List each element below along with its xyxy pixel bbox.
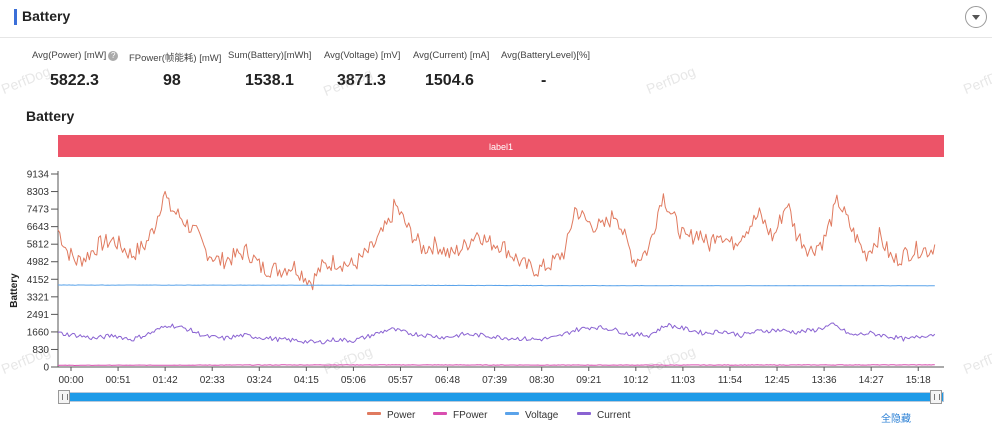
y-tick-label: 830 bbox=[32, 345, 49, 356]
y-tick-label: 1660 bbox=[27, 327, 50, 338]
x-tick-label: 14:27 bbox=[859, 375, 884, 386]
stat-avg-voltage: Avg(Voltage) [mV] 3871.3 bbox=[324, 50, 401, 89]
label-band-text: label1 bbox=[489, 142, 513, 152]
y-tick-label: 4152 bbox=[27, 275, 50, 286]
legend-item-power[interactable]: Power bbox=[367, 410, 415, 421]
series-line-current bbox=[57, 322, 936, 345]
y-tick-label: 8303 bbox=[27, 187, 50, 198]
x-tick-label: 01:42 bbox=[153, 375, 178, 386]
stat-label: Avg(Voltage) [mV] bbox=[324, 50, 401, 61]
legend-label: Power bbox=[387, 410, 416, 421]
chart-legend: Power FPower Voltage Current bbox=[0, 410, 992, 424]
stat-label: Avg(Current) [mA] bbox=[413, 50, 490, 61]
section-header: Battery bbox=[0, 0, 992, 38]
x-tick-label: 07:39 bbox=[482, 375, 507, 386]
slider-left-handle[interactable] bbox=[58, 390, 70, 404]
slider-track[interactable] bbox=[58, 392, 944, 402]
x-tick-label: 05:06 bbox=[341, 375, 366, 386]
y-tick-label: 7473 bbox=[27, 205, 50, 216]
stat-value: 1504.6 bbox=[425, 72, 474, 89]
slider-right-handle[interactable] bbox=[930, 390, 942, 404]
collapse-chevron-icon[interactable] bbox=[965, 6, 987, 28]
y-tick-label: 4982 bbox=[27, 257, 50, 268]
stat-label: Sum(Battery)[mWh] bbox=[228, 50, 312, 61]
y-tick-label: 0 bbox=[43, 363, 49, 374]
stat-value: 5822.3 bbox=[50, 72, 99, 89]
legend-label: Current bbox=[597, 410, 631, 421]
section-accent-bar bbox=[14, 9, 17, 25]
x-tick-label: 15:18 bbox=[906, 375, 931, 386]
legend-item-fpower[interactable]: FPower bbox=[433, 410, 487, 421]
legend-swatch bbox=[577, 412, 591, 415]
stat-value: 3871.3 bbox=[337, 72, 386, 89]
stat-avg-power: Avg(Power) [mW]? 5822.3 bbox=[32, 50, 119, 89]
stat-avg-battery-level: Avg(BatteryLevel)[%] - bbox=[501, 50, 591, 89]
stat-fpower: FPower(帧能耗) [mW] 98 bbox=[129, 50, 222, 89]
series-line-fpower bbox=[57, 364, 935, 366]
x-tick-label: 08:30 bbox=[529, 375, 554, 386]
section-title: Battery bbox=[22, 8, 71, 24]
legend-label: Voltage bbox=[525, 410, 559, 421]
x-tick-label: 00:00 bbox=[58, 375, 83, 386]
y-tick-label: 3321 bbox=[27, 292, 50, 303]
x-tick-label: 11:03 bbox=[671, 375, 696, 386]
x-tick-label: 10:12 bbox=[623, 375, 648, 386]
y-tick-label: 5812 bbox=[27, 240, 50, 251]
label-band bbox=[58, 135, 944, 157]
help-icon[interactable]: ? bbox=[108, 51, 119, 61]
y-axis-title: Battery bbox=[9, 273, 20, 308]
x-tick-label: 06:48 bbox=[435, 375, 460, 386]
series-line-power bbox=[57, 190, 936, 291]
legend-swatch bbox=[433, 412, 447, 415]
x-tick-label: 02:33 bbox=[200, 375, 225, 386]
x-tick-label: 05:57 bbox=[388, 375, 413, 386]
y-tick-label: 6643 bbox=[27, 222, 50, 233]
legend-item-current[interactable]: Current bbox=[577, 410, 630, 421]
x-tick-label: 09:21 bbox=[576, 375, 601, 386]
stat-label: Avg(Power) [mW] bbox=[32, 50, 107, 61]
hide-all-button[interactable]: 全隐藏 bbox=[881, 414, 911, 425]
stat-value: 1538.1 bbox=[245, 72, 294, 89]
legend-swatch bbox=[367, 412, 381, 415]
stat-label: FPower(帧能耗) [mW] bbox=[129, 53, 222, 64]
time-range-slider[interactable] bbox=[58, 390, 944, 404]
x-tick-label: 04:15 bbox=[294, 375, 319, 386]
stat-value: - bbox=[541, 72, 547, 89]
legend-label: FPower bbox=[453, 410, 488, 421]
stat-value: 98 bbox=[163, 72, 181, 89]
x-tick-label: 13:36 bbox=[812, 375, 837, 386]
legend-item-voltage[interactable]: Voltage bbox=[505, 410, 558, 421]
x-tick-label: 11:54 bbox=[718, 375, 743, 386]
stat-avg-current: Avg(Current) [mA] 1504.6 bbox=[413, 50, 490, 89]
stat-sum-battery: Sum(Battery)[mWh] 1538.1 bbox=[228, 50, 312, 89]
x-tick-label: 00:51 bbox=[106, 375, 131, 386]
legend-swatch bbox=[505, 412, 519, 415]
chart-title: Battery bbox=[26, 108, 75, 124]
y-tick-label: 9134 bbox=[27, 170, 50, 181]
x-tick-label: 12:45 bbox=[765, 375, 790, 386]
series-line-voltage bbox=[58, 284, 935, 287]
x-tick-label: 03:24 bbox=[247, 375, 272, 386]
y-tick-label: 2491 bbox=[27, 310, 50, 321]
stat-label: Avg(BatteryLevel)[%] bbox=[501, 50, 591, 61]
